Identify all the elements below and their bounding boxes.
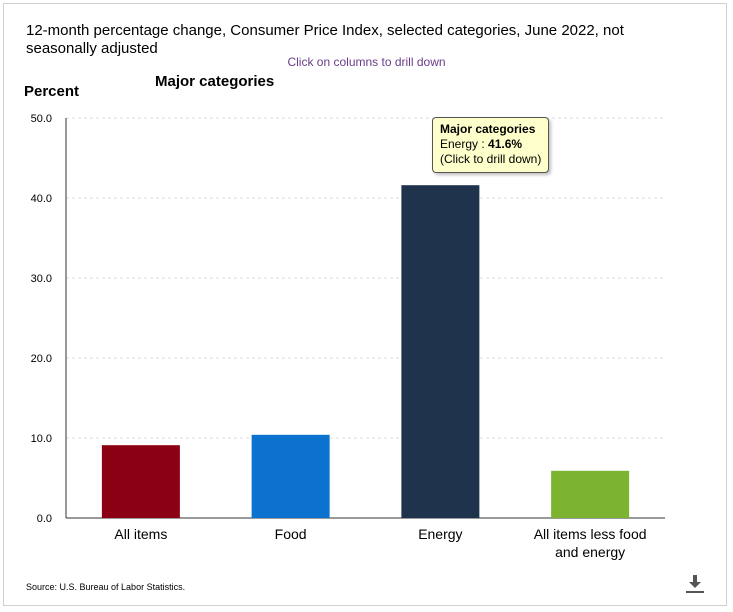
tooltip-title: Major categories: [440, 122, 536, 136]
tooltip: Major categories Energy : 41.6% (Click t…: [432, 117, 550, 173]
y-tick-label: 30.0: [31, 273, 52, 285]
y-tick-label: 10.0: [31, 433, 52, 445]
bar-energy[interactable]: [401, 185, 480, 518]
bar-food[interactable]: [251, 434, 330, 518]
source-note: Source: U.S. Bureau of Labor Statistics.: [26, 582, 186, 592]
chart-title: 12-month percentage change, Consumer Pri…: [26, 22, 624, 57]
tooltip-body: Energy : 41.6%: [440, 137, 541, 152]
y-tick-label: 20.0: [31, 353, 52, 365]
tooltip-label: Energy :: [440, 137, 489, 151]
tooltip-value: 41.6%: [488, 137, 523, 151]
y-tick-label: 0.0: [37, 513, 52, 525]
y-tick-label: 50.0: [31, 113, 52, 125]
tooltip-note: (Click to drill down): [440, 152, 542, 166]
drill-down-hint: Click on columns to drill down: [287, 55, 446, 69]
x-tick-label: All items: [114, 526, 167, 542]
x-tick-label: Energy: [418, 526, 462, 542]
x-tick-label: Food: [275, 526, 307, 542]
bar-all-items[interactable]: [101, 445, 180, 518]
bar-all-items-less-food-and-energy[interactable]: [551, 470, 630, 518]
download-icon[interactable]: [684, 574, 706, 594]
chart-subtitle: Major categories: [155, 73, 275, 90]
x-tick-label: and energy: [555, 544, 625, 560]
y-axis-title: Percent: [24, 83, 80, 100]
x-tick-label: All items less food: [534, 526, 647, 542]
y-tick-label: 40.0: [31, 193, 52, 205]
